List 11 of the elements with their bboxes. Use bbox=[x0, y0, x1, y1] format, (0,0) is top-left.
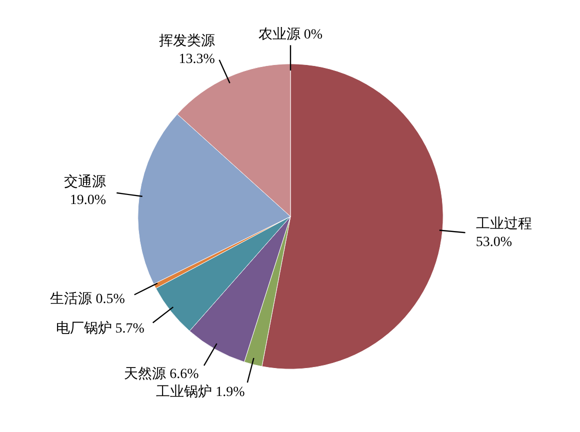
slice-label: 工业锅炉 1.9% bbox=[156, 384, 246, 400]
slice-label: 挥发类源 bbox=[158, 32, 215, 49]
slice-label: 电厂锅炉 5.7% bbox=[56, 320, 145, 337]
slice-label: 生活源 0.5% bbox=[50, 291, 126, 308]
data-label: 13.3% bbox=[178, 52, 216, 67]
slice-label: 天然源 6.6% bbox=[124, 366, 200, 382]
slice-label: 工业过程 bbox=[476, 216, 532, 232]
category-label: 农业源 0% bbox=[258, 27, 323, 42]
data-label: 53.0% bbox=[476, 235, 512, 250]
data-label: 19.0% bbox=[70, 192, 106, 208]
slice-label: 交通源 bbox=[64, 174, 106, 190]
